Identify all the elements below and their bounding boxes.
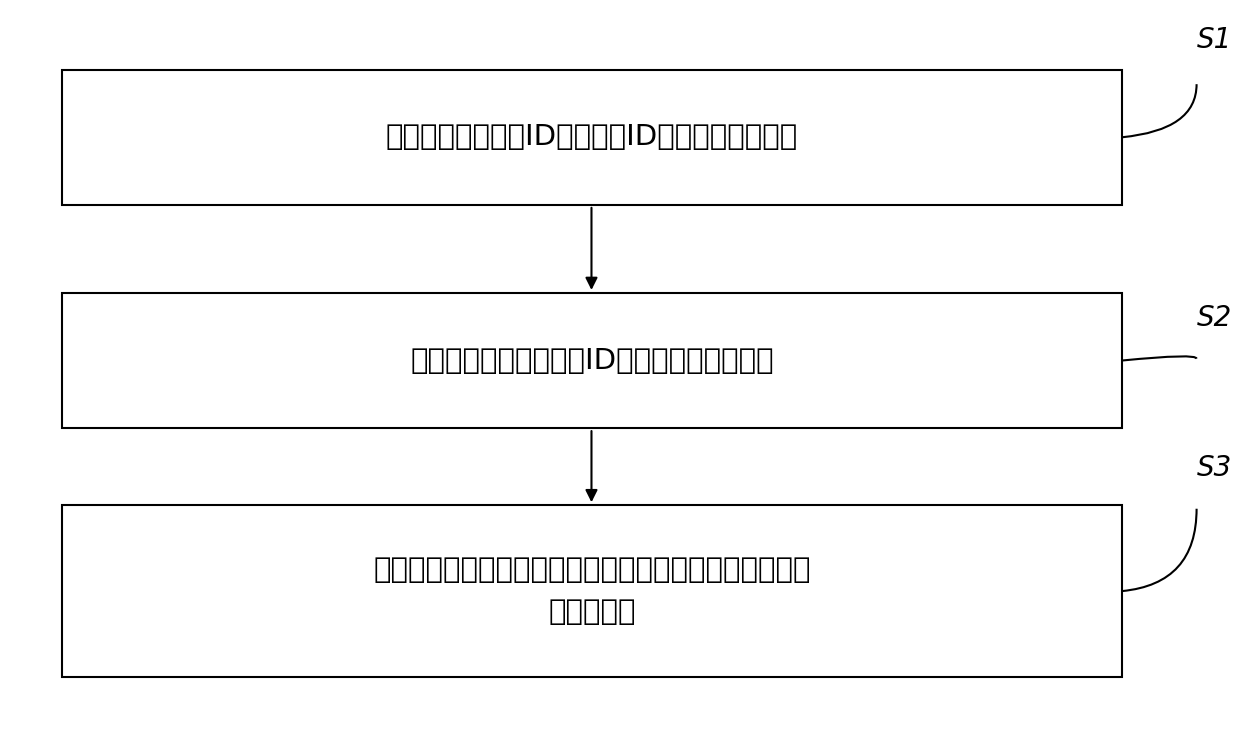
Text: S1: S1 xyxy=(1197,26,1231,54)
Text: 根据工艺信息调取预设工艺参数和或配方数据，并发送至
各工作机台: 根据工艺信息调取预设工艺参数和或配方数据，并发送至 各工作机台 xyxy=(373,556,811,626)
Text: S2: S2 xyxy=(1197,305,1231,332)
FancyBboxPatch shape xyxy=(62,70,1122,205)
Text: 采集待加工产品的ID信息并将ID信息发送至处理端: 采集待加工产品的ID信息并将ID信息发送至处理端 xyxy=(386,123,799,152)
Text: S3: S3 xyxy=(1197,455,1231,482)
Text: 接收处理端反馈的根据ID信息生成的工艺信息: 接收处理端反馈的根据ID信息生成的工艺信息 xyxy=(410,346,774,375)
FancyBboxPatch shape xyxy=(62,293,1122,428)
FancyBboxPatch shape xyxy=(62,505,1122,677)
